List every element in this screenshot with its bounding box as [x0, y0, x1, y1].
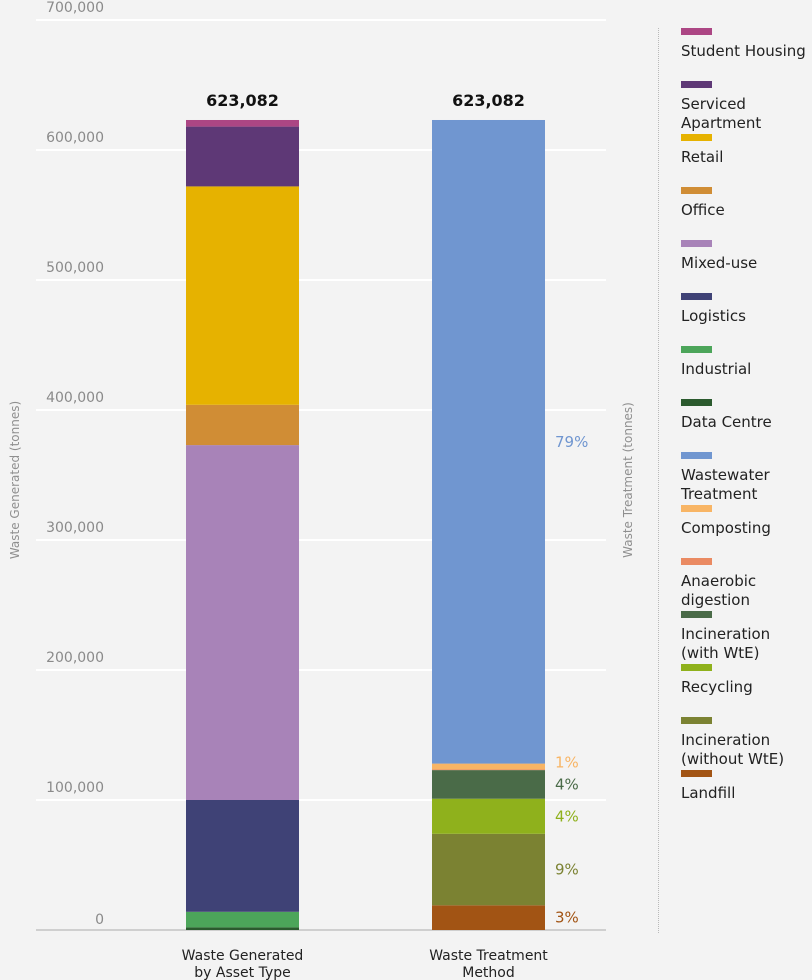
legend-swatch [681, 452, 712, 459]
y-tick-label: 0 [95, 912, 104, 928]
legend-label: Mixed-use [681, 254, 758, 272]
legend-item: Data Centre [681, 399, 812, 432]
legend-label: Incineration (with WtE) [681, 625, 771, 662]
legend-item: Composting [681, 505, 812, 538]
bar-segment [186, 800, 299, 912]
legend-item: Logistics [681, 293, 812, 326]
bar-segment [432, 119, 545, 764]
legend-label: Anaerobic digestion [681, 572, 757, 609]
y-axis-title-left: Waste Generated (tonnes) [8, 401, 22, 559]
segment-percent-label: 4% [555, 807, 579, 825]
x-category-label: Waste Treatment [429, 948, 548, 964]
legend-swatch [681, 134, 712, 141]
y-axis-title-right: Waste Treatment (tonnes) [621, 402, 635, 558]
legend-swatch [681, 346, 712, 353]
legend-item: Wastewater Treatment [681, 452, 812, 504]
bar-segment [186, 119, 299, 127]
legend-item: Office [681, 187, 812, 220]
legend-swatch [681, 399, 712, 406]
segment-percent-label: 9% [555, 861, 579, 879]
y-tick-label: 300,000 [46, 520, 104, 536]
bar-segment [186, 927, 299, 930]
legend-label: Recycling [681, 678, 753, 696]
legend-item: Recycling [681, 664, 812, 697]
bar-total-label: 623,082 [452, 91, 525, 110]
legend-label: Data Centre [681, 413, 772, 431]
x-category-label: Method [462, 965, 515, 980]
bar-segment [186, 911, 299, 928]
legend-label: Logistics [681, 307, 746, 325]
bar-segment [432, 905, 545, 930]
legend-item: Landfill [681, 770, 812, 803]
y-tick-label: 400,000 [46, 390, 104, 406]
legend-swatch [681, 81, 712, 88]
legend-label: Office [681, 201, 725, 219]
legend-swatch [681, 187, 712, 194]
legend-swatch [681, 611, 712, 618]
bar-segment [432, 769, 545, 771]
legend-swatch [681, 28, 712, 35]
legend-label: Industrial [681, 360, 752, 378]
segment-percent-label: 4% [555, 775, 579, 793]
x-category-label: Waste Generated [182, 948, 304, 964]
legend-label: Retail [681, 148, 724, 166]
bar-segment [186, 126, 299, 187]
legend-swatch [681, 664, 712, 671]
bar-segment [432, 763, 545, 770]
stacked-bar-chart: 0 100,000 200,000 300,000 400,000 500,000 600,… [8, 0, 635, 980]
bar-segment [432, 770, 545, 799]
legend-label: Landfill [681, 784, 736, 802]
legend-item: Incineration (with WtE) [681, 611, 812, 663]
legend-item: Incineration (without WtE) [681, 717, 812, 769]
legend-item: Serviced Apartment [681, 81, 812, 133]
legend-item: Anaerobic digestion [681, 558, 812, 610]
legend-label: Wastewater Treatment [681, 466, 770, 503]
bar-segment [432, 833, 545, 906]
legend-item: Industrial [681, 346, 812, 379]
legend-item: Mixed-use [681, 240, 812, 273]
legend-item: Retail [681, 134, 812, 167]
legend-swatch [681, 558, 712, 565]
bar-segment [186, 186, 299, 405]
y-tick-label: 600,000 [46, 130, 104, 146]
legend-label: Incineration (without WtE) [681, 731, 785, 768]
bar-segment [432, 798, 545, 834]
y-tick-label: 100,000 [46, 780, 104, 796]
bar-segment [186, 404, 299, 446]
bar-segment [186, 445, 299, 800]
bar-total-label: 623,082 [206, 91, 279, 110]
legend-swatch [681, 505, 712, 512]
legend-label: Serviced Apartment [681, 95, 762, 132]
legend-label: Composting [681, 519, 771, 537]
legend-swatch [681, 770, 712, 777]
legend-swatch [681, 240, 712, 247]
y-tick-label: 200,000 [46, 650, 104, 666]
legend-swatch [681, 717, 712, 724]
y-tick-label: 500,000 [46, 260, 104, 276]
legend-swatch [681, 293, 712, 300]
y-tick-label: 700,000 [46, 0, 104, 16]
legend-divider [658, 28, 659, 933]
segment-percent-label: 1% [555, 754, 579, 772]
segment-percent-label: 3% [555, 909, 579, 927]
legend-item: Student Housing [681, 28, 812, 61]
segment-percent-label: 79% [555, 433, 588, 451]
legend-label: Student Housing [681, 42, 806, 60]
x-category-label: by Asset Type [194, 965, 291, 980]
